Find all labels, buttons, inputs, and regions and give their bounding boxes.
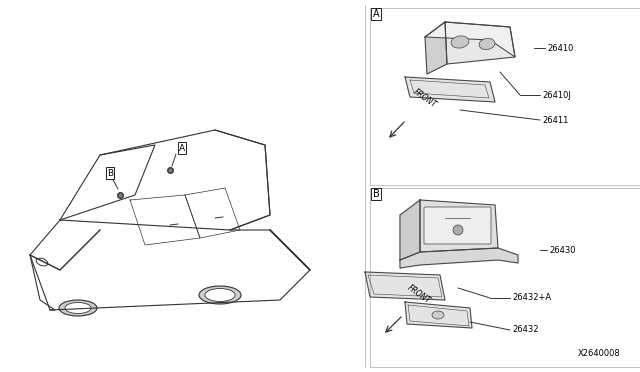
Polygon shape	[400, 200, 420, 260]
Polygon shape	[405, 77, 495, 102]
Text: 26430: 26430	[549, 246, 575, 254]
Polygon shape	[365, 272, 445, 300]
Text: FRONT: FRONT	[412, 88, 438, 110]
Ellipse shape	[199, 286, 241, 304]
Polygon shape	[425, 22, 447, 74]
Polygon shape	[405, 302, 472, 328]
Ellipse shape	[65, 302, 91, 314]
Ellipse shape	[453, 225, 463, 235]
Text: B: B	[107, 169, 113, 177]
Text: A: A	[372, 9, 380, 19]
Text: A: A	[179, 144, 185, 153]
Polygon shape	[420, 200, 498, 252]
Ellipse shape	[59, 300, 97, 316]
Ellipse shape	[36, 258, 48, 266]
Text: 26432: 26432	[512, 326, 538, 334]
FancyBboxPatch shape	[424, 207, 491, 244]
Text: 26410: 26410	[547, 44, 573, 52]
Ellipse shape	[479, 38, 495, 49]
Polygon shape	[425, 22, 515, 57]
Polygon shape	[400, 248, 518, 268]
Text: B: B	[372, 189, 380, 199]
Text: FRONT: FRONT	[406, 284, 433, 306]
Ellipse shape	[432, 311, 444, 319]
Text: 26410J: 26410J	[542, 90, 571, 99]
Text: X2640008: X2640008	[577, 349, 620, 358]
Text: 26411: 26411	[542, 115, 568, 125]
Ellipse shape	[205, 289, 235, 301]
Polygon shape	[445, 22, 515, 64]
Ellipse shape	[451, 36, 469, 48]
Text: 26432+A: 26432+A	[512, 294, 551, 302]
